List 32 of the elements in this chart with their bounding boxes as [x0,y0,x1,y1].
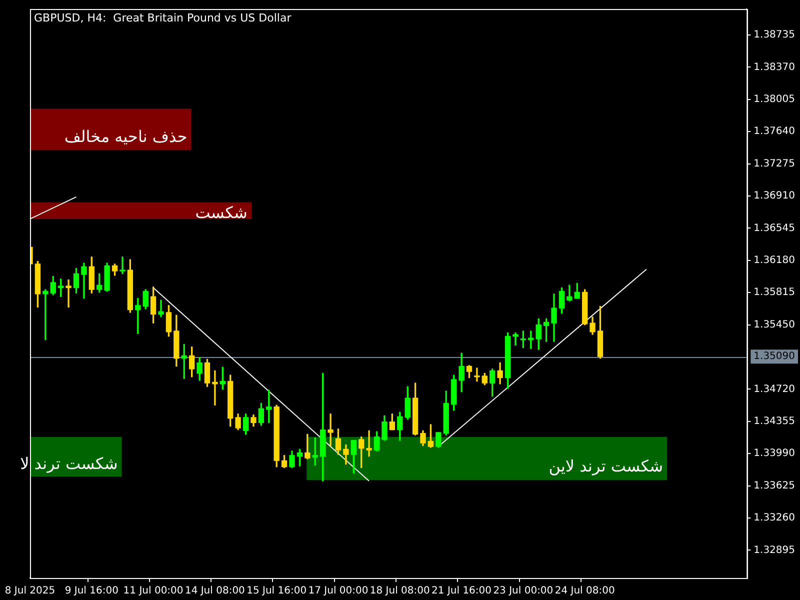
x-tick-label: 9 Jul 16:00 [64,586,118,597]
x-tick-label: 15 Jul 16:00 [246,586,307,597]
y-tick-label: 1.38370 [754,62,796,73]
y-tick-label: 1.33260 [754,512,796,524]
y-tick-label: 1.36545 [754,222,796,234]
band-label: شکست [195,203,248,222]
y-tick-label: 1.32895 [754,544,796,556]
y-tick-label: 1.37640 [754,126,796,138]
x-tick-label: 17 Jul 00:00 [308,586,368,597]
y-tick-label: 1.38735 [754,30,796,41]
y-tick-label: 1.38005 [754,94,796,106]
ref-line-label: 1.35090 [754,351,796,362]
y-tick-label: 1.33625 [754,480,796,492]
y-tick-label: 1.34720 [754,384,796,395]
x-tick-label: 11 Jul 00:00 [123,586,184,597]
x-tick-label: 8 Jul 2025 [4,586,56,597]
y-tick-label: 1.36910 [754,190,796,202]
y-tick-label: 1.37275 [754,158,796,170]
y-tick-label: 1.35450 [754,319,796,330]
x-tick-label: 14 Jul 08:00 [184,586,245,597]
band-label: حذف ناحیه مخالف [64,126,188,146]
chart-title: GBPUSD, H4: Great Britain Pound vs US Dollar [34,11,292,24]
x-tick-label: 21 Jul 16:00 [432,586,492,597]
y-tick-label: 1.35815 [754,287,796,298]
x-tick-label: 23 Jul 00:00 [493,586,554,597]
x-tick-label: 24 Jul 08:00 [554,586,615,597]
x-tick-label: 18 Jul 08:00 [370,586,430,597]
y-tick-label: 1.33990 [754,448,796,460]
band-label: شکست ترند لا [20,454,118,473]
y-tick-label: 1.36180 [754,255,796,266]
band-label: شکست ترند لاین [548,456,664,476]
y-tick-label: 1.34355 [754,416,796,428]
